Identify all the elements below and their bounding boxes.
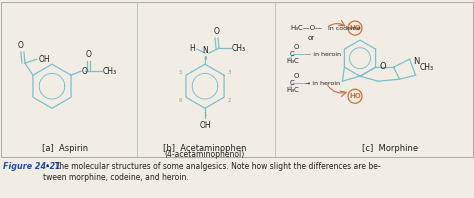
Text: — in heroin: — in heroin (305, 52, 341, 57)
Text: [a]  Aspirin: [a] Aspirin (42, 144, 88, 153)
Text: O: O (380, 62, 387, 71)
Text: 3: 3 (228, 70, 231, 75)
Text: CH₃: CH₃ (419, 63, 434, 72)
Text: HO: HO (349, 25, 361, 31)
Text: 5: 5 (179, 70, 182, 75)
Text: N: N (414, 57, 420, 66)
Text: 2: 2 (228, 98, 231, 103)
Text: in codeine: in codeine (328, 26, 361, 30)
Text: [c]  Morphine: [c] Morphine (362, 144, 418, 153)
Text: •  The molecular structures of some analgesics. Note how slight the differences : • The molecular structures of some analg… (43, 162, 381, 182)
Text: HO: HO (349, 93, 361, 99)
Text: OH: OH (39, 55, 51, 64)
Text: O: O (294, 44, 300, 50)
Text: H₃C—O—: H₃C—O— (290, 25, 322, 31)
Text: [b]  Acetaminophen: [b] Acetaminophen (163, 144, 247, 153)
Text: O: O (82, 67, 88, 76)
Text: CH₃: CH₃ (232, 44, 246, 53)
Text: or: or (308, 35, 315, 41)
Text: 1: 1 (203, 112, 207, 117)
Text: O: O (294, 73, 300, 79)
Text: Figure 24-21: Figure 24-21 (3, 162, 61, 171)
Text: O: O (86, 50, 92, 59)
Text: (4-acetaminophenol): (4-acetaminophenol) (165, 150, 245, 159)
Text: OH: OH (199, 121, 211, 130)
Text: 6: 6 (179, 98, 182, 103)
Text: N: N (202, 46, 208, 55)
Text: C: C (290, 80, 295, 86)
Text: → in heroin: → in heroin (305, 81, 340, 86)
Text: H₃C: H₃C (286, 87, 299, 93)
Text: C: C (290, 51, 295, 57)
Text: O: O (18, 41, 24, 50)
Text: 4: 4 (203, 56, 207, 61)
Text: H₃C: H₃C (286, 58, 299, 64)
Text: H: H (189, 44, 195, 53)
Text: CH₃: CH₃ (103, 67, 117, 76)
Text: O: O (214, 27, 220, 36)
